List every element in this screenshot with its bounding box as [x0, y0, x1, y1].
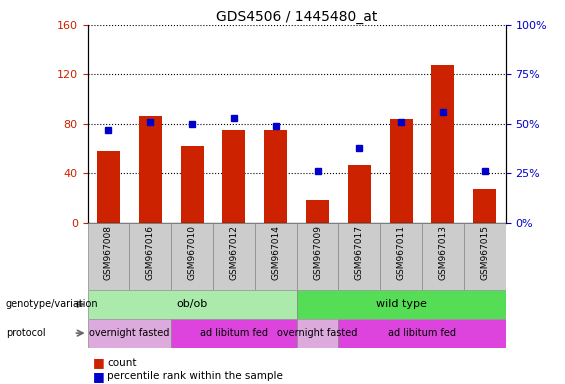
Text: GSM967015: GSM967015 [480, 225, 489, 280]
Bar [297, 290, 506, 319]
Bar [297, 319, 338, 348]
Text: GSM967017: GSM967017 [355, 225, 364, 280]
Bar [422, 223, 464, 290]
Bar [390, 119, 412, 223]
Bar [139, 116, 162, 223]
Bar [181, 146, 203, 223]
Text: GSM967010: GSM967010 [188, 225, 197, 280]
Bar [380, 223, 422, 290]
Text: GSM967016: GSM967016 [146, 225, 155, 280]
Bar [213, 223, 255, 290]
Text: protocol: protocol [6, 328, 45, 338]
Bar [255, 223, 297, 290]
Text: ad libitum fed: ad libitum fed [388, 328, 456, 338]
Bar [297, 223, 338, 290]
Text: ob/ob: ob/ob [176, 299, 208, 310]
Bar [88, 319, 171, 348]
Bar [473, 189, 496, 223]
Text: GSM967012: GSM967012 [229, 225, 238, 280]
Text: overnight fasted: overnight fasted [277, 328, 358, 338]
Text: percentile rank within the sample: percentile rank within the sample [107, 371, 283, 381]
Bar [97, 151, 120, 223]
Bar [338, 319, 506, 348]
Text: genotype/variation: genotype/variation [6, 299, 98, 310]
Bar [129, 223, 171, 290]
Text: ad libitum fed: ad libitum fed [200, 328, 268, 338]
Text: ■: ■ [93, 356, 105, 369]
Bar [171, 223, 213, 290]
Bar [306, 200, 329, 223]
Text: GSM967011: GSM967011 [397, 225, 406, 280]
Text: GSM967014: GSM967014 [271, 225, 280, 280]
Bar [348, 165, 371, 223]
Bar [338, 223, 380, 290]
Text: GSM967008: GSM967008 [104, 225, 113, 280]
Bar [171, 319, 297, 348]
Title: GDS4506 / 1445480_at: GDS4506 / 1445480_at [216, 10, 377, 24]
Bar [432, 65, 454, 223]
Bar [88, 223, 129, 290]
Bar [88, 290, 297, 319]
Text: ■: ■ [93, 370, 105, 383]
Bar [223, 130, 245, 223]
Bar [264, 130, 287, 223]
Text: overnight fasted: overnight fasted [89, 328, 170, 338]
Text: GSM967013: GSM967013 [438, 225, 447, 280]
Bar [464, 223, 506, 290]
Text: count: count [107, 358, 137, 368]
Text: wild type: wild type [376, 299, 427, 310]
Text: GSM967009: GSM967009 [313, 225, 322, 280]
